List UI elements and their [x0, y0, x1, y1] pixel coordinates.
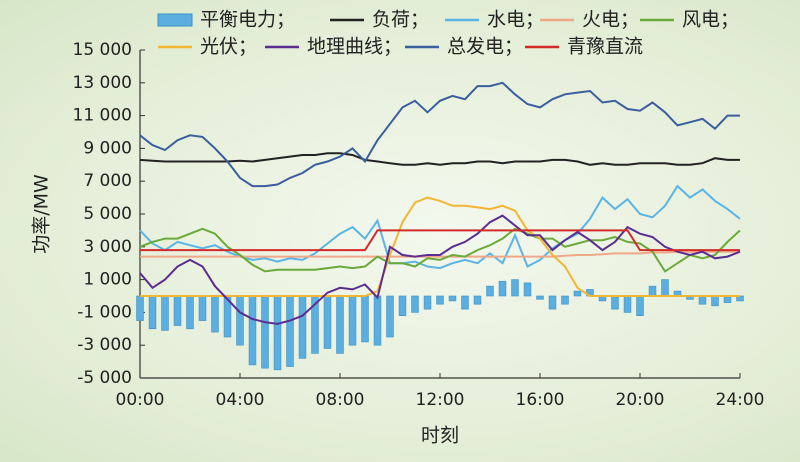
bar	[286, 295, 294, 367]
bar	[211, 295, 219, 333]
legend-label: 负荷；	[372, 9, 429, 31]
bar	[611, 295, 619, 310]
bar	[561, 295, 569, 305]
bar	[511, 279, 519, 297]
legend-label: 地理曲线；	[307, 36, 402, 58]
bar	[323, 295, 332, 349]
legend-label: 水电；	[487, 9, 544, 31]
bar	[398, 295, 407, 316]
bar	[448, 295, 457, 302]
bar	[523, 282, 532, 297]
bar	[661, 279, 669, 297]
bar	[298, 295, 307, 359]
bar	[236, 295, 244, 346]
bar	[348, 295, 357, 346]
bar	[461, 295, 469, 310]
x-tick-label: 00:00	[116, 390, 165, 410]
bar	[473, 295, 482, 305]
y-axis-label: 功率/MW	[31, 174, 53, 254]
bar	[273, 295, 282, 371]
bar	[486, 285, 494, 297]
y-tick-label: 9 000	[83, 138, 132, 158]
line	[140, 196, 740, 297]
y-tick-label: 15 000	[73, 40, 132, 60]
y-tick-label: -5 000	[77, 368, 132, 388]
bar	[186, 295, 194, 330]
line	[139, 214, 741, 325]
y-tick-label: 11 000	[73, 106, 132, 126]
bar	[361, 295, 369, 343]
bar	[336, 295, 344, 354]
bar	[248, 295, 257, 366]
line	[139, 81, 740, 188]
y-tick-label: 3 000	[83, 237, 132, 257]
x-axis-label: 时刻	[421, 425, 459, 447]
bar	[423, 295, 432, 310]
bar	[636, 295, 644, 316]
bar	[573, 290, 582, 297]
bar	[498, 280, 507, 297]
legend-label: 平衡电力；	[200, 9, 295, 31]
x-tick-label: 24:00	[716, 390, 765, 410]
legend-label: 光伏；	[200, 36, 257, 58]
legend-label: 火电；	[582, 9, 639, 31]
x-tick-label: 08:00	[316, 390, 365, 410]
bar	[698, 295, 707, 305]
bar	[436, 295, 444, 305]
legend-label: 青豫直流	[567, 36, 643, 58]
bar	[261, 295, 269, 369]
bar	[536, 295, 544, 300]
x-tick-label: 20:00	[616, 390, 665, 410]
bar	[373, 295, 382, 346]
legend-label: 风电；	[682, 9, 739, 31]
bar	[136, 295, 144, 321]
bar	[648, 285, 657, 297]
line	[140, 229, 740, 252]
legend-label: 总发电；	[447, 36, 523, 58]
bar	[386, 295, 394, 338]
line	[140, 250, 740, 258]
line	[139, 152, 740, 166]
x-tick-label: 16:00	[516, 390, 565, 410]
y-tick-label: 5 000	[83, 204, 132, 224]
line	[139, 227, 741, 273]
y-tick-label: -3 000	[77, 335, 132, 355]
x-tick-label: 12:00	[416, 390, 465, 410]
y-tick-label: 1 000	[83, 270, 132, 290]
bar	[173, 295, 182, 326]
bar	[411, 295, 419, 313]
y-tick-label: 7 000	[83, 171, 132, 191]
y-tick-label: -1 000	[77, 302, 132, 322]
bar	[148, 295, 157, 330]
bar	[711, 295, 719, 307]
bar	[198, 295, 207, 321]
legend-swatch	[157, 13, 193, 27]
bar	[161, 295, 169, 331]
bar	[623, 295, 632, 313]
x-tick-label: 04:00	[216, 390, 265, 410]
bar	[548, 295, 557, 310]
y-tick-label: 13 000	[73, 73, 132, 93]
